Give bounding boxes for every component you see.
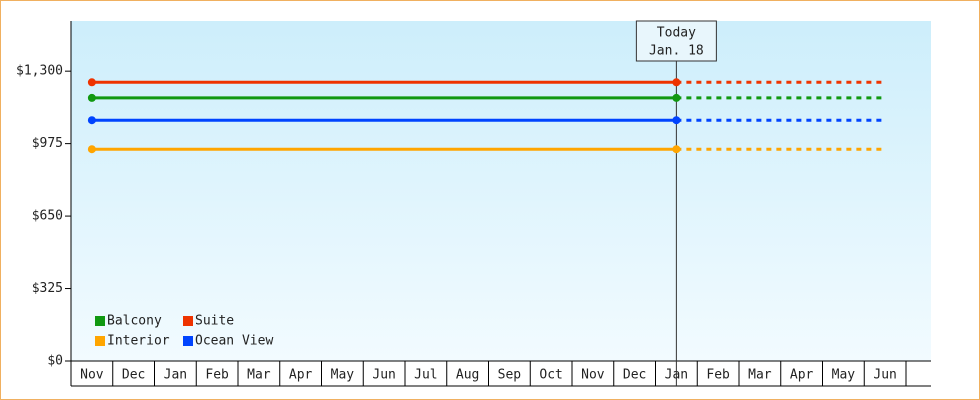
x-tick-label: Jun xyxy=(873,368,896,383)
legend-label: Suite xyxy=(195,314,234,329)
x-tick-label: Aug xyxy=(456,368,479,383)
x-tick-label: Nov xyxy=(581,368,605,383)
legend-label: Ocean View xyxy=(195,334,273,349)
price-dot xyxy=(87,116,96,125)
x-tick-label: Nov xyxy=(80,368,104,383)
x-tick-label: Sep xyxy=(498,368,522,383)
price-dot xyxy=(672,93,681,102)
x-tick-label: Apr xyxy=(790,368,814,383)
y-tick-label: $0 xyxy=(47,354,63,369)
price-dot xyxy=(672,145,681,154)
legend-swatch xyxy=(95,316,105,326)
legend-swatch xyxy=(183,336,193,346)
x-tick-label: May xyxy=(331,368,355,383)
x-tick-label: Mar xyxy=(748,368,772,383)
y-tick-label: $975 xyxy=(32,136,63,151)
y-tick-label: $650 xyxy=(32,209,63,224)
price-dot xyxy=(87,78,96,87)
x-tick-label: Oct xyxy=(539,368,562,383)
price-dot xyxy=(672,116,681,125)
price-dot xyxy=(87,93,96,102)
x-tick-label: Feb xyxy=(706,368,730,383)
x-tick-label: May xyxy=(832,368,856,383)
price-dot xyxy=(87,145,96,154)
legend-swatch xyxy=(183,316,193,326)
today-box xyxy=(635,20,717,62)
price-dot xyxy=(672,78,681,87)
legend-swatch xyxy=(95,336,105,346)
x-tick-label: Apr xyxy=(289,368,313,383)
legend-label: Interior xyxy=(107,334,170,349)
x-tick-label: Dec xyxy=(122,368,145,383)
y-tick-label: $325 xyxy=(32,281,63,296)
x-tick-label: Mar xyxy=(247,368,271,383)
y-tick-label: $1,300 xyxy=(16,64,63,79)
x-tick-label: Jan xyxy=(164,368,187,383)
x-tick-label: Jul xyxy=(414,368,437,383)
plot-area xyxy=(71,21,931,361)
x-tick-label: Dec xyxy=(623,368,646,383)
x-tick-label: Feb xyxy=(205,368,229,383)
legend-label: Balcony xyxy=(107,314,162,329)
x-tick-label: Jun xyxy=(372,368,395,383)
today-label: Today xyxy=(657,26,696,41)
today-label: Jan. 18 xyxy=(649,44,704,59)
